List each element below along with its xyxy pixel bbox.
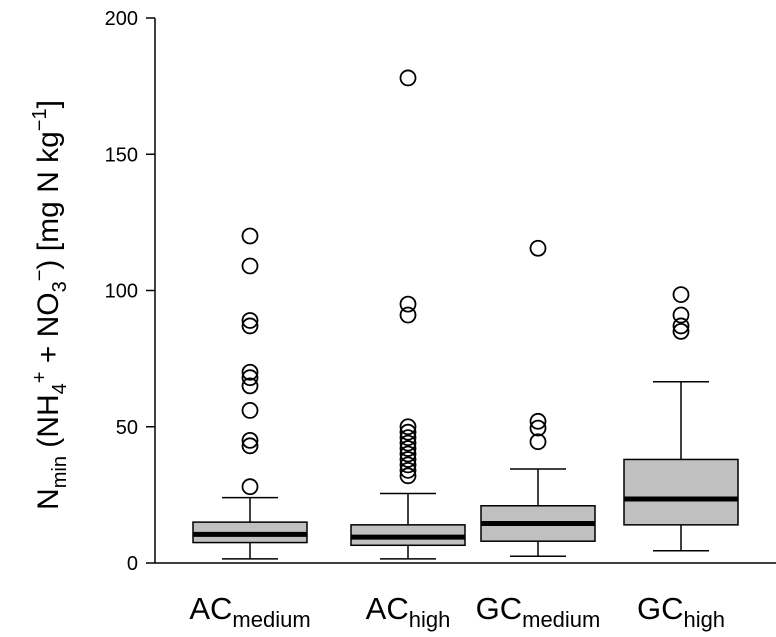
outlier-point [529,419,547,437]
box-group [480,239,596,557]
outlier-point [399,461,417,479]
outlier-point [399,418,417,436]
outlier-point [672,286,690,303]
outlier-point [241,437,259,455]
category-main: AC [189,591,232,626]
outlier-point [241,478,259,496]
outlier-point [399,295,417,313]
outlier-point [399,306,417,324]
box-iqr [623,458,739,526]
outlier-point [399,440,417,457]
outlier-point [241,377,259,395]
y-ticks: 0 50 100 150 200 [105,8,155,575]
y-tick-label: 0 [127,553,138,575]
outlier-point [241,369,259,387]
outlier-point [241,312,259,329]
outlier-point [399,423,417,441]
category-subscript: high [409,607,451,632]
category-main: AC [366,591,409,626]
outlier-point [241,431,259,449]
y-tick-label: 50 [116,417,138,439]
category-subscript: high [683,607,725,632]
outlier-point [241,257,259,275]
outlier-point [241,317,259,335]
outlier-point [399,429,417,447]
x-category-label: GCmedium [476,591,601,632]
x-category-label: ACmedium [189,591,310,632]
x-category-label: GChigh [637,591,725,632]
y-tick-label: 200 [105,8,138,30]
outlier-point [399,456,417,474]
y-axis-label: Nmin (NH4+ + NO3−) [mg N kg−1] [29,100,71,510]
outlier-point [529,239,547,257]
box-group [350,69,466,560]
boxes [192,69,739,560]
outlier-point [399,451,417,468]
outlier-point [399,69,417,87]
outlier-point [529,433,547,451]
category-subscript: medium [522,607,600,632]
outlier-point [529,412,547,430]
category-main: GC [476,591,523,626]
outlier-point [399,467,417,485]
box-group [623,286,739,552]
x-labels: ACmedium AChigh GCmedium GChigh [189,591,725,632]
box-group [192,227,308,560]
outlier-point [672,306,690,324]
y-tick-label: 150 [105,144,138,166]
outlier-point [399,434,417,452]
y-tick-label: 100 [105,281,138,303]
outlier-point [241,401,259,419]
outlier-point [241,227,259,245]
outlier-point [672,322,690,340]
outlier-point [241,363,259,381]
category-subscript: medium [232,607,310,632]
x-category-label: AChigh [366,591,451,632]
category-main: GC [637,591,684,626]
outlier-point [399,445,417,463]
outlier-point [672,317,690,335]
